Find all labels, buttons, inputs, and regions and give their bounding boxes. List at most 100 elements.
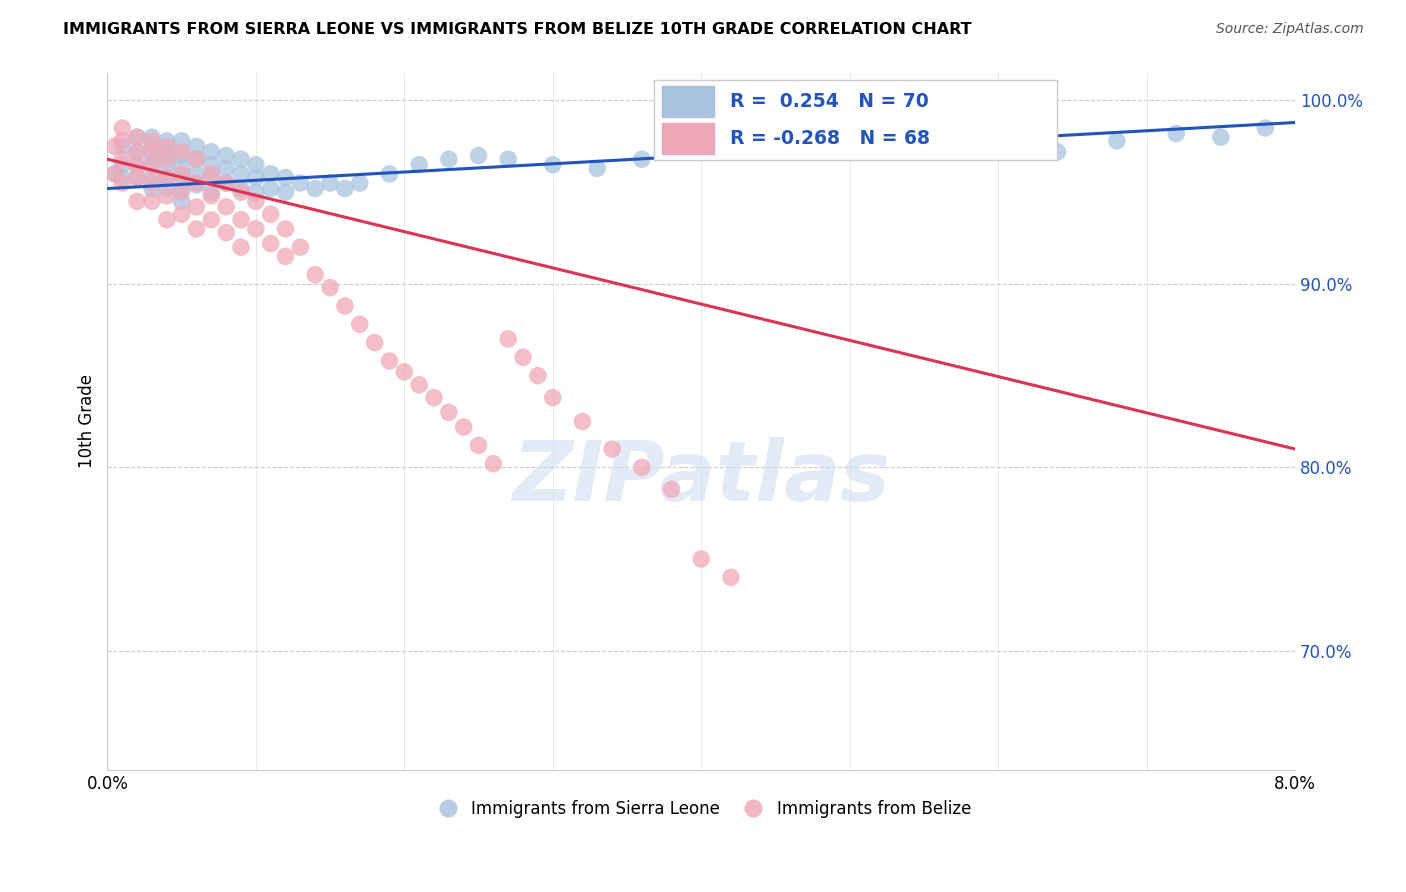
Point	[141, 160, 163, 174]
Point	[229, 185, 252, 199]
Point	[170, 148, 193, 162]
Point	[125, 145, 148, 159]
Point	[200, 167, 222, 181]
Point	[215, 226, 238, 240]
Point	[690, 552, 713, 566]
Point	[749, 139, 772, 153]
Point	[349, 176, 371, 190]
Point	[186, 152, 208, 166]
Point	[186, 139, 208, 153]
Point	[186, 152, 208, 166]
Point	[125, 158, 148, 172]
Point	[333, 299, 356, 313]
Point	[245, 170, 267, 185]
Point	[467, 148, 489, 162]
Point	[170, 167, 193, 181]
Point	[141, 181, 163, 195]
Point	[260, 207, 283, 221]
Point	[111, 134, 134, 148]
Point	[527, 368, 550, 383]
Point	[437, 152, 460, 166]
Point	[437, 405, 460, 419]
Point	[274, 185, 297, 199]
Point	[630, 460, 652, 475]
Point	[496, 152, 519, 166]
Point	[170, 134, 193, 148]
Point	[304, 181, 326, 195]
Point	[111, 121, 134, 136]
Point	[229, 240, 252, 254]
Point	[125, 194, 148, 209]
Point	[260, 236, 283, 251]
Point	[600, 442, 623, 456]
Point	[408, 377, 430, 392]
Point	[156, 170, 179, 185]
Point	[104, 167, 127, 181]
Point	[215, 176, 238, 190]
Legend: Immigrants from Sierra Leone, Immigrants from Belize: Immigrants from Sierra Leone, Immigrants…	[425, 793, 977, 824]
Point	[274, 249, 297, 263]
Point	[868, 130, 890, 145]
Point	[141, 194, 163, 209]
Point	[200, 189, 222, 203]
Point	[304, 268, 326, 282]
Point	[1209, 130, 1232, 145]
Point	[156, 189, 179, 203]
Point	[229, 212, 252, 227]
Point	[186, 222, 208, 236]
Point	[349, 318, 371, 332]
Point	[141, 145, 163, 159]
Point	[1254, 121, 1277, 136]
Point	[156, 145, 179, 159]
Point	[245, 222, 267, 236]
Point	[141, 176, 163, 190]
Point	[200, 185, 222, 199]
Point	[333, 181, 356, 195]
Point	[170, 194, 193, 209]
Point	[571, 415, 593, 429]
Point	[229, 181, 252, 195]
Point	[111, 176, 134, 190]
Point	[156, 139, 179, 153]
Point	[453, 420, 475, 434]
Point	[290, 176, 312, 190]
Point	[215, 200, 238, 214]
Point	[215, 148, 238, 162]
Point	[104, 167, 127, 181]
Point	[586, 161, 609, 176]
Point	[363, 335, 385, 350]
Point	[408, 158, 430, 172]
Point	[170, 145, 193, 159]
Point	[170, 170, 193, 185]
Point	[245, 194, 267, 209]
Point	[125, 130, 148, 145]
Point	[170, 185, 193, 199]
Text: IMMIGRANTS FROM SIERRA LEONE VS IMMIGRANTS FROM BELIZE 10TH GRADE CORRELATION CH: IMMIGRANTS FROM SIERRA LEONE VS IMMIGRAN…	[63, 22, 972, 37]
Point	[215, 176, 238, 190]
Point	[378, 167, 401, 181]
Point	[319, 280, 342, 294]
Point	[111, 139, 134, 153]
Point	[200, 158, 222, 172]
Point	[111, 170, 134, 185]
Point	[156, 158, 179, 172]
Point	[141, 130, 163, 145]
Point	[141, 134, 163, 148]
Point	[125, 170, 148, 185]
Point	[125, 130, 148, 145]
Point	[125, 145, 148, 159]
Point	[200, 145, 222, 159]
Point	[170, 181, 193, 195]
Point	[170, 160, 193, 174]
Point	[215, 161, 238, 176]
Point	[141, 170, 163, 185]
Point	[104, 139, 127, 153]
Point	[200, 212, 222, 227]
Point	[541, 391, 564, 405]
Point	[274, 170, 297, 185]
Point	[319, 176, 342, 190]
Point	[186, 178, 208, 192]
Point	[125, 160, 148, 174]
Point	[170, 207, 193, 221]
Point	[423, 391, 446, 405]
